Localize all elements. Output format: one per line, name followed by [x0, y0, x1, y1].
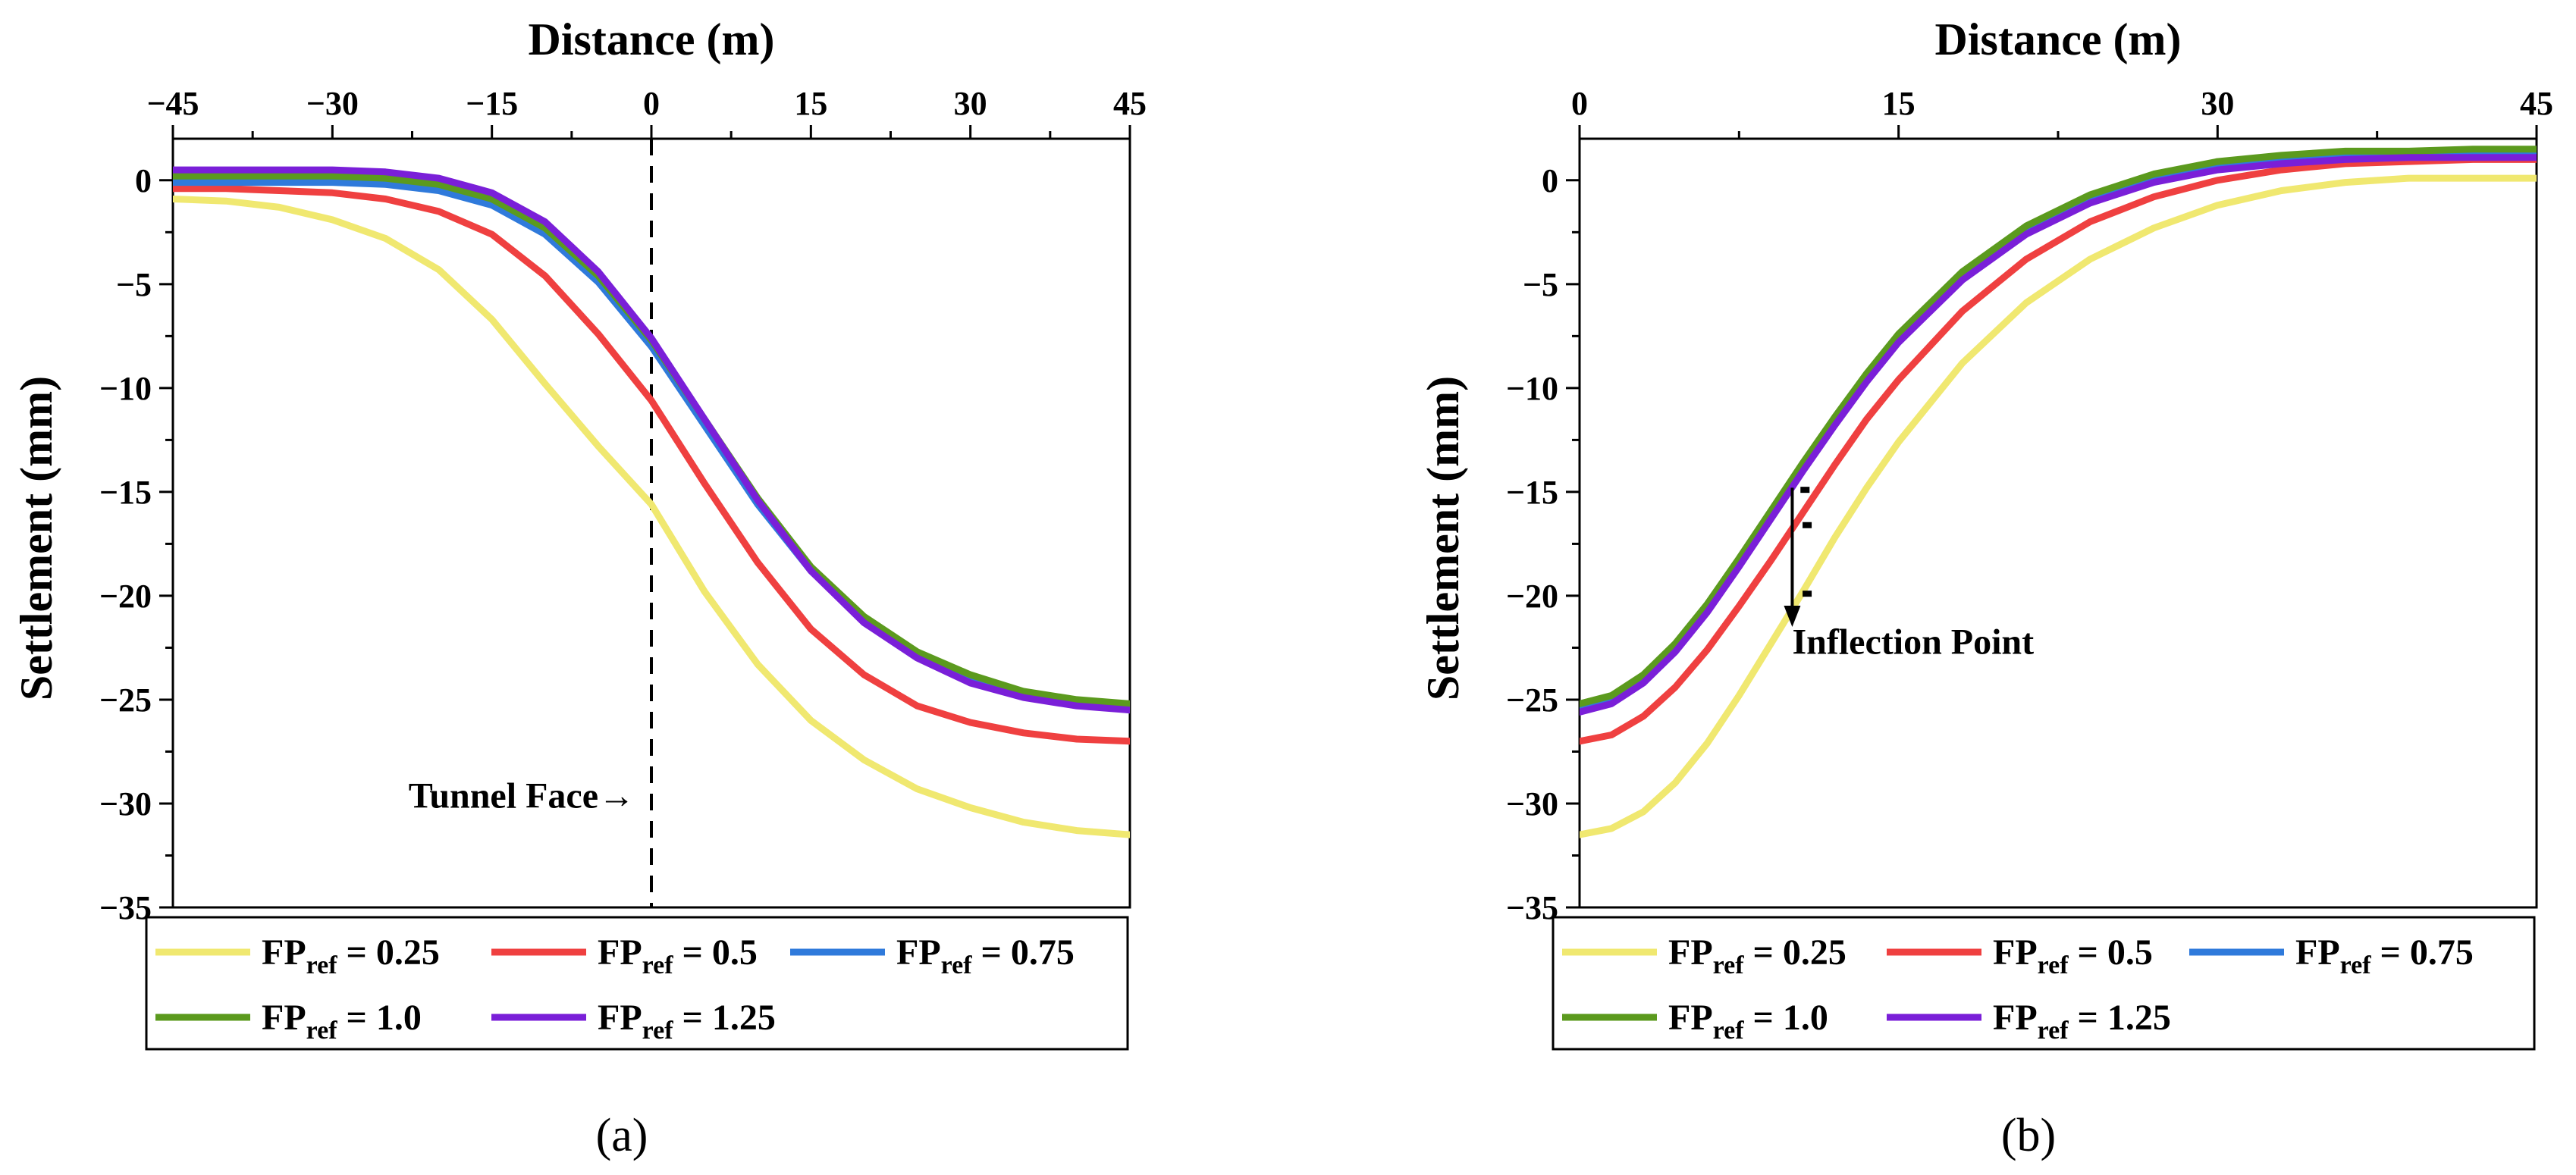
- panel-caption: (a): [596, 1110, 648, 1161]
- x-tick-label: −30: [306, 85, 359, 122]
- legend-sub: ref: [642, 1017, 674, 1045]
- legend-label-2: FPref = 0.75: [2295, 932, 2474, 979]
- legend-sub: ref: [1713, 1017, 1745, 1045]
- y-tick-label: 0: [1542, 162, 1558, 199]
- legend-sub: ref: [2038, 951, 2069, 979]
- series-line-4: [173, 166, 1130, 714]
- legend-sub: ref: [1713, 951, 1745, 979]
- inflection-mark: [1803, 591, 1812, 597]
- legend-box: [145, 916, 1129, 1051]
- panel-b: 0 15 30 45 0 −5 −10 −15 −20 −25 −30 −35 Distance (m)…: [1418, 14, 2553, 1161]
- y-tick-label: −30: [1506, 785, 1558, 822]
- x-tick-label: −15: [466, 85, 518, 122]
- y-tick-label: −25: [1506, 682, 1558, 719]
- annotation-text: Tunnel Face→: [409, 776, 635, 816]
- series-line-1: [1580, 155, 2537, 745]
- legend-value: = 0.25: [1744, 932, 1846, 973]
- series-line-3: [1580, 146, 2537, 707]
- legend-value: = 1.0: [337, 998, 422, 1038]
- legend-label-3: FPref = 1.0: [1668, 998, 1828, 1045]
- y-tick-label: −15: [1506, 474, 1558, 511]
- legend-main: FP: [1668, 932, 1713, 973]
- legend-label-3: FPref = 1.0: [262, 998, 422, 1045]
- series-line-2: [173, 179, 1130, 714]
- legend-label-2: FPref = 0.75: [896, 932, 1075, 979]
- y-tick-label: −15: [99, 474, 152, 511]
- x-tick-label: 30: [954, 85, 987, 122]
- legend-main: FP: [262, 932, 306, 973]
- x-axis-title: Distance (m): [1935, 14, 2182, 64]
- series-line-0: [173, 196, 1130, 838]
- x-tick-label: 45: [2520, 85, 2553, 122]
- panel-caption: (b): [2001, 1110, 2056, 1161]
- series-group: [1580, 146, 2537, 838]
- y-tick-label: −10: [99, 370, 152, 407]
- series-line-4: [1580, 154, 2537, 716]
- legend-label-4: FPref = 1.25: [1993, 998, 2171, 1045]
- legend-value: = 0.75: [972, 932, 1075, 973]
- legend-main: FP: [598, 932, 642, 973]
- legend-value: = 1.25: [673, 998, 776, 1038]
- legend-main: FP: [1993, 998, 2038, 1038]
- y-tick-label: −35: [99, 889, 152, 926]
- y-axis-title: Settlement (mm): [11, 376, 61, 700]
- legend-sub: ref: [306, 1017, 338, 1045]
- legend-sub: ref: [941, 951, 973, 979]
- annotation-text: Inflection Point: [1792, 622, 2034, 663]
- x-tick-label: 0: [643, 85, 660, 122]
- y-tick-label: −20: [99, 578, 152, 615]
- legend-value: = 1.0: [1744, 998, 1828, 1038]
- x-tick-label: 30: [2201, 85, 2234, 122]
- legend-value: = 0.5: [673, 932, 758, 973]
- legend-sub: ref: [306, 951, 338, 979]
- series-line-0: [1580, 174, 2537, 838]
- legend-main: FP: [1668, 998, 1713, 1038]
- legend-value: = 1.25: [2069, 998, 2171, 1038]
- inflection-mark: [1800, 487, 1810, 494]
- legend-sub: ref: [2340, 951, 2372, 979]
- legend-label-0: FPref = 0.25: [262, 932, 440, 979]
- legend-main: FP: [598, 998, 642, 1038]
- y-tick-label: 0: [135, 162, 152, 199]
- inflection-arrow-head: [1784, 606, 1801, 628]
- inflection-mark: [1803, 522, 1812, 528]
- legend-value: = 0.75: [2371, 932, 2474, 973]
- series-group: [173, 166, 1130, 838]
- y-tick-label: −20: [1506, 578, 1558, 615]
- x-axis-title: Distance (m): [529, 14, 775, 64]
- legend-value: = 0.25: [337, 932, 440, 973]
- x-tick-label: 45: [1113, 85, 1147, 122]
- legend-value: = 0.5: [2069, 932, 2153, 973]
- y-tick-label: −25: [99, 682, 152, 719]
- legend-main: FP: [896, 932, 941, 973]
- y-tick-label: −10: [1506, 370, 1558, 407]
- x-tick-label: 15: [1882, 85, 1916, 122]
- y-tick-label: −5: [1523, 266, 1558, 303]
- legend-label-1: FPref = 0.5: [1993, 932, 2153, 979]
- y-tick-label: −30: [99, 785, 152, 822]
- legend-main: FP: [2295, 932, 2340, 973]
- legend-sub: ref: [2038, 1017, 2069, 1045]
- x-tick-label: 0: [1571, 85, 1588, 122]
- legend-main: FP: [1993, 932, 2038, 973]
- panel-a: −45 −30 −15 0 15 30 45 0 −5 −10 −15 −20 −25 −30 −35 Dis…: [11, 14, 1147, 1161]
- y-tick-label: −5: [116, 266, 152, 303]
- plot-frame: [1578, 137, 2538, 909]
- legend-box: [1552, 916, 2536, 1051]
- y-tick-label: −35: [1506, 889, 1558, 926]
- legend-sub: ref: [642, 951, 674, 979]
- legend-main: FP: [262, 998, 306, 1038]
- legend-label-4: FPref = 1.25: [598, 998, 776, 1045]
- y-axis-title: Settlement (mm): [1418, 376, 1468, 700]
- x-tick-label: 15: [794, 85, 827, 122]
- series-line-1: [173, 185, 1130, 745]
- x-tick-label: −45: [146, 85, 199, 122]
- legend-label-1: FPref = 0.5: [598, 932, 758, 979]
- legend-label-0: FPref = 0.25: [1668, 932, 1846, 979]
